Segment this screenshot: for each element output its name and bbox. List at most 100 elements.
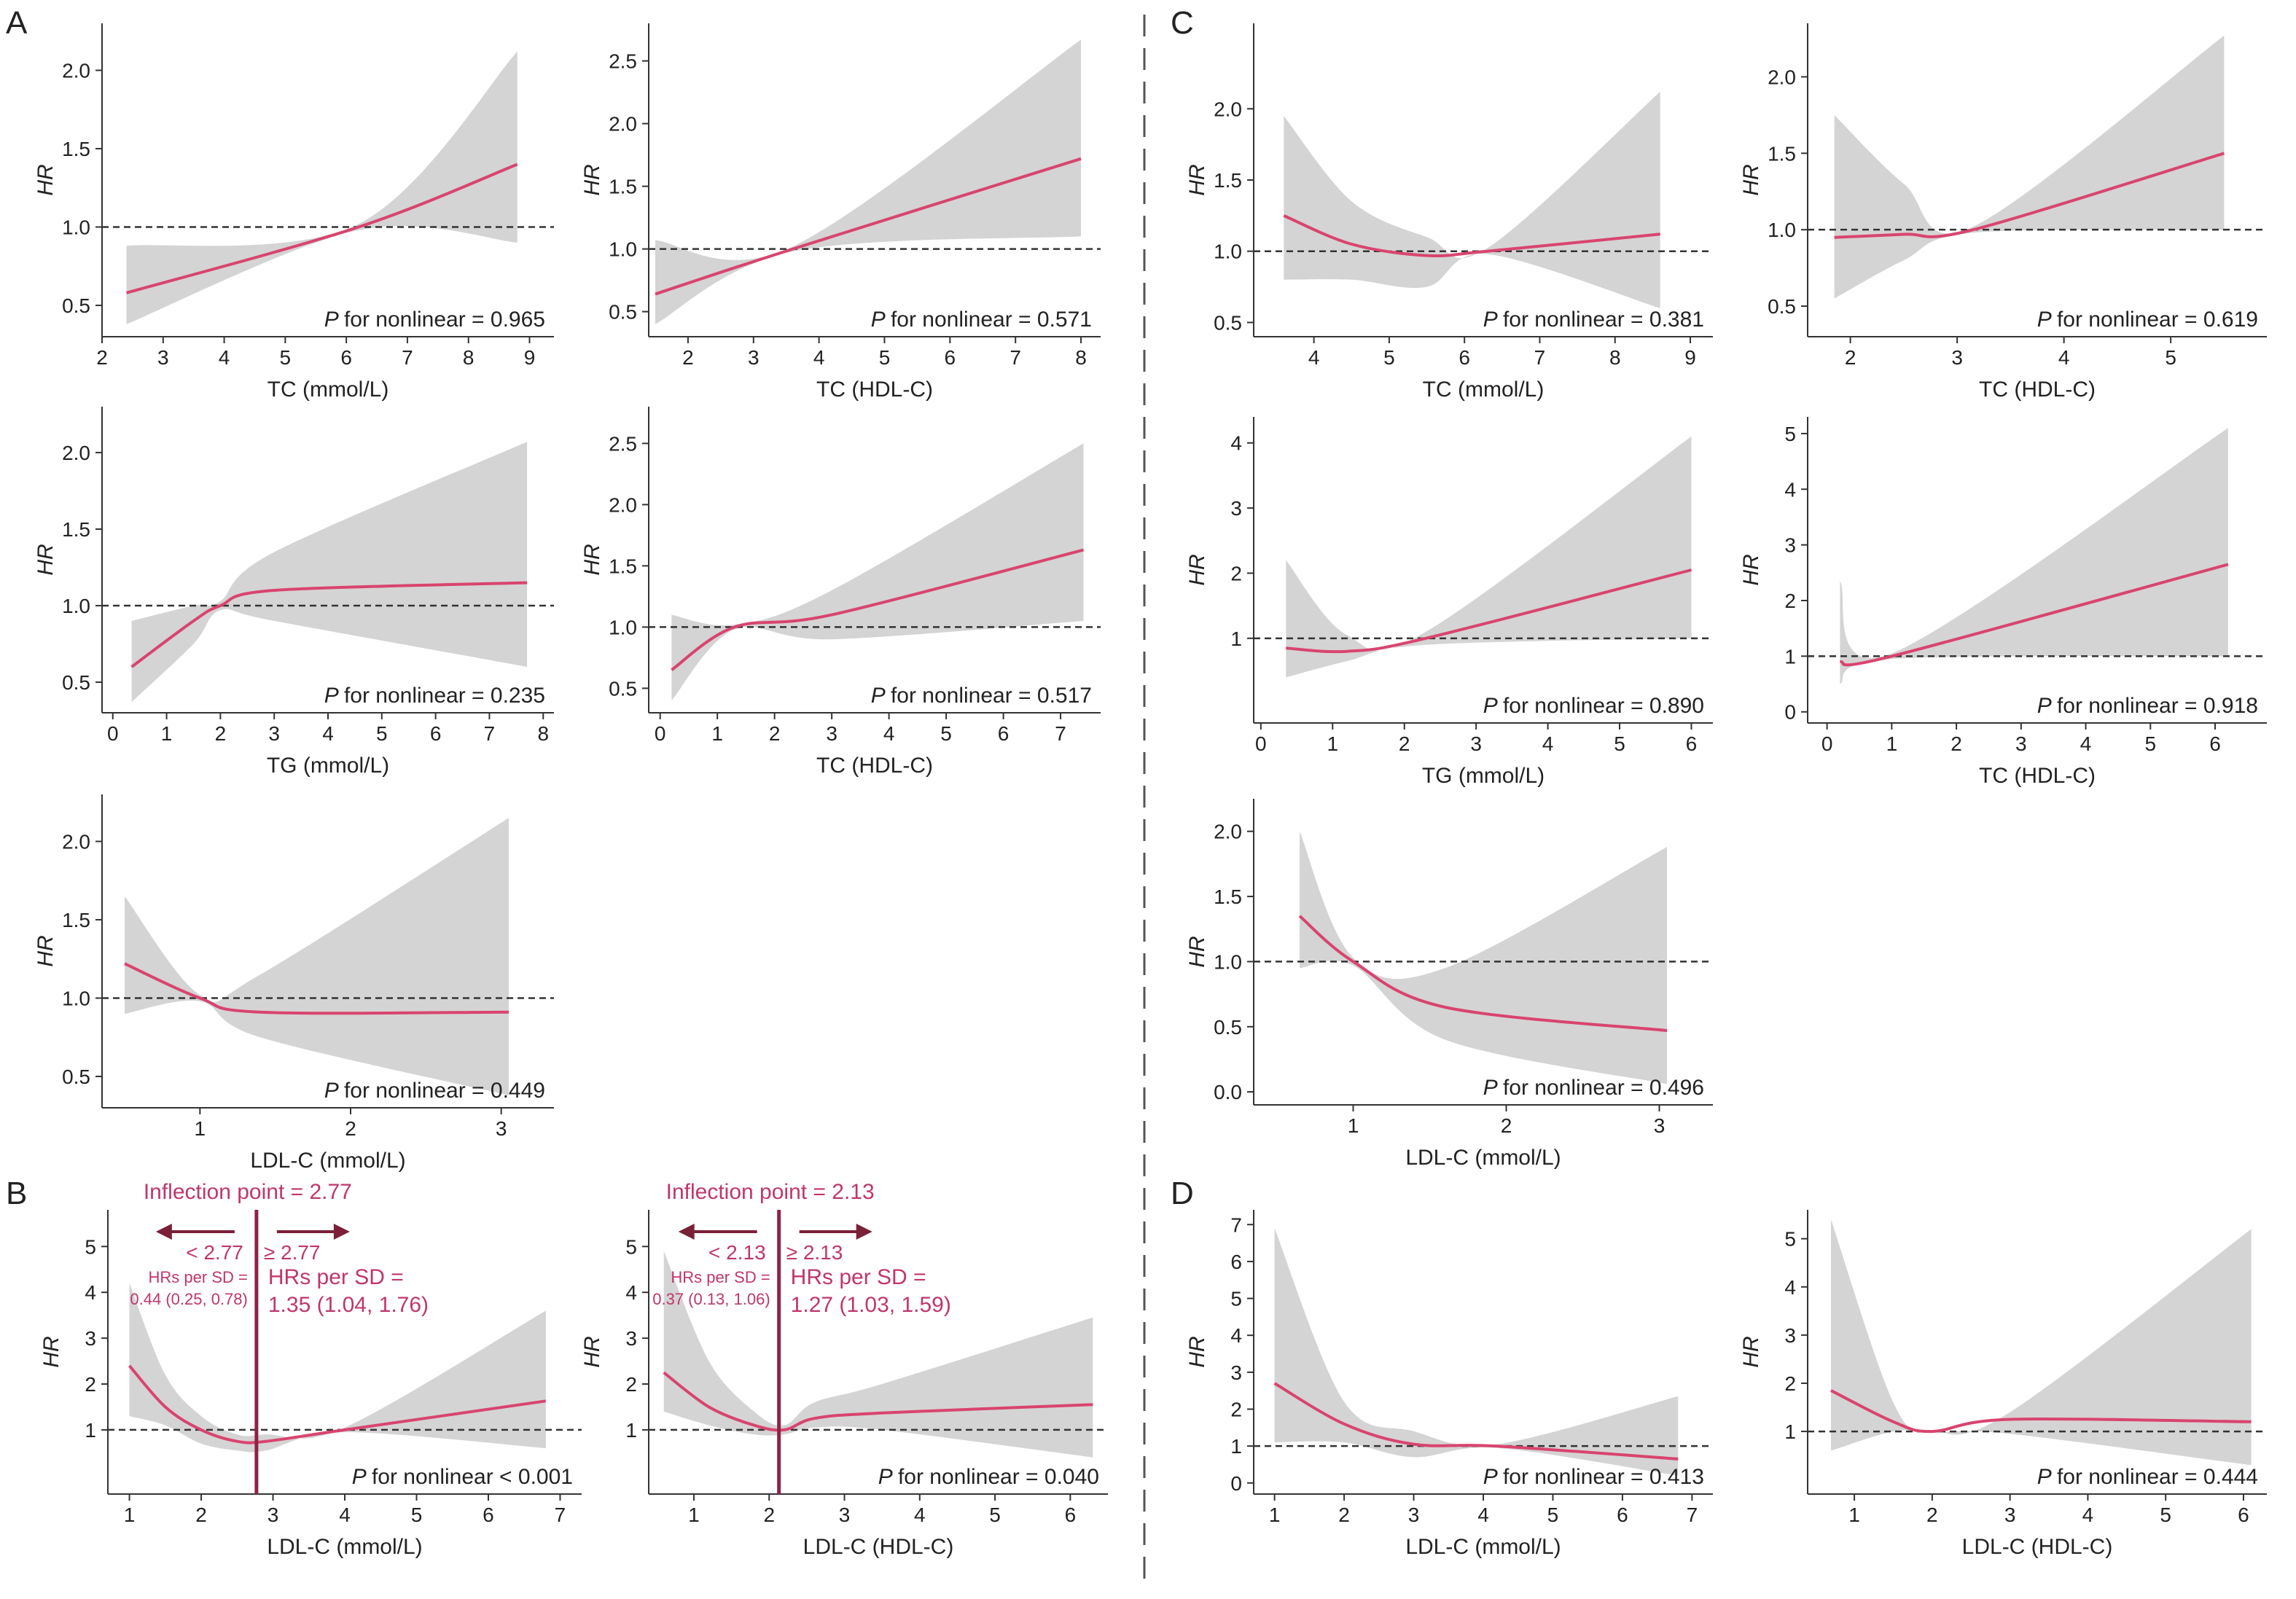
y-tick-label: 1.5 xyxy=(1214,885,1242,908)
hr-curve xyxy=(128,1364,547,1444)
left-hr-value: 0.44 (0.25, 0.78) xyxy=(130,1290,247,1308)
y-tick-label: 1 xyxy=(1784,1420,1796,1443)
x-tick-label: 1 xyxy=(711,722,723,745)
right-range-label: ≥ 2.13 xyxy=(786,1241,843,1264)
x-tick-label: 1 xyxy=(1848,1504,1860,1526)
x-tick-label: 4 xyxy=(813,346,825,369)
chart-11: 0 1 2 3 4 5 6 0 1 2 3 4 5 TC (HDL-C) HR P for nonlinear… xyxy=(1739,417,2267,788)
x-tick-label: 2 xyxy=(195,1504,207,1526)
x-tick-label: 4 xyxy=(1308,346,1320,369)
x-tick-label: 2 xyxy=(763,1504,775,1526)
y-tick-label: 5 xyxy=(1230,1288,1242,1310)
left-hr-label: HRs per SD = xyxy=(149,1268,248,1286)
p-nonlinear-value: for nonlinear = 0.235 xyxy=(344,684,545,708)
x-tick-label: 8 xyxy=(537,722,549,745)
y-tick-label: 0.5 xyxy=(1768,295,1796,318)
x-tick-label: 5 xyxy=(940,722,952,745)
y-tick-label: 1.5 xyxy=(609,176,637,198)
y-axis-title: HR xyxy=(34,935,58,966)
y-axis-title: HR xyxy=(580,1336,604,1367)
right-hr-label: HRs per SD = xyxy=(791,1265,926,1289)
p-nonlinear-value: for nonlinear = 0.040 xyxy=(898,1465,1099,1489)
y-tick-label: 4 xyxy=(1230,432,1242,455)
p-symbol: P xyxy=(1483,1076,1503,1100)
confidence-band xyxy=(125,818,509,1095)
y-tick-label: 1.0 xyxy=(1214,241,1242,263)
y-tick-label: 2.0 xyxy=(609,113,637,136)
y-tick-label: 2.0 xyxy=(62,60,90,82)
confidence-band xyxy=(1831,1219,2252,1466)
p-nonlinear-value: for nonlinear = 0.449 xyxy=(344,1079,545,1103)
p-nonlinear-value: for nonlinear = 0.890 xyxy=(1503,694,1704,718)
y-tick-label: 1 xyxy=(85,1419,96,1442)
panel-letter-c: C xyxy=(1171,5,1194,41)
p-symbol: P xyxy=(324,1079,344,1103)
y-tick-label: 1 xyxy=(1784,645,1796,668)
y-tick-label: 1 xyxy=(1230,1435,1242,1458)
x-tick-label: 6 xyxy=(1459,346,1470,369)
hr-curve xyxy=(1298,915,1668,1033)
x-tick-label: 2 xyxy=(345,1117,356,1140)
x-tick-label: 5 xyxy=(1547,1504,1559,1526)
confidence-band xyxy=(129,1283,546,1453)
p-nonlinear-label: P for nonlinear = 0.040 xyxy=(878,1465,1099,1489)
x-tick-label: 3 xyxy=(839,1504,851,1526)
x-axis-title: LDL-C (mmol/L) xyxy=(250,1149,405,1173)
y-tick-label: 2 xyxy=(1230,562,1242,585)
y-tick-label: 0 xyxy=(1230,1472,1242,1495)
x-tick-label: 3 xyxy=(2015,732,2027,755)
confidence-band xyxy=(1284,91,1660,308)
chart-10: 0 1 2 3 4 5 6 1 2 3 4 TG (mmol/L) HR P for nonlinear … xyxy=(1185,417,1713,788)
x-tick-label: 5 xyxy=(1383,346,1395,369)
hr-curve xyxy=(1283,214,1660,258)
p-symbol: P xyxy=(871,684,891,708)
x-axis-title: TC (mmol/L) xyxy=(268,378,389,402)
confidence-band xyxy=(1840,428,2228,684)
x-tick-label: 3 xyxy=(268,722,280,745)
y-tick-label: 1 xyxy=(625,1419,637,1442)
right-hr-value: 1.35 (1.04, 1.76) xyxy=(268,1293,429,1317)
x-tick-label: 3 xyxy=(2004,1504,2016,1526)
p-nonlinear-label: P for nonlinear = 0.496 xyxy=(1483,1076,1704,1100)
x-tick-label: 6 xyxy=(1686,732,1698,755)
x-tick-label: 4 xyxy=(339,1504,351,1526)
y-axis-title: HR xyxy=(1185,164,1209,195)
p-nonlinear-value: for nonlinear = 0.918 xyxy=(2057,694,2258,718)
y-tick-label: 5 xyxy=(85,1235,96,1258)
hr-curve xyxy=(1840,563,2229,667)
y-tick-label: 1.0 xyxy=(1768,219,1796,241)
y-tick-label: 2 xyxy=(1230,1399,1242,1421)
y-tick-label: 4 xyxy=(625,1281,637,1304)
y-axis-title: HR xyxy=(1739,164,1763,195)
chart-12: 1 2 3 0.0 0.5 1.0 1.5 2.0 LDL-C (mmol/L) HR P for … xyxy=(1185,799,1713,1170)
y-axis-title: HR xyxy=(34,544,58,575)
x-tick-label: 3 xyxy=(157,346,169,369)
x-tick-label: 3 xyxy=(1951,346,1963,369)
y-tick-label: 2 xyxy=(85,1373,96,1396)
x-tick-label: 1 xyxy=(1327,732,1338,755)
x-axis-title: TG (mmol/L) xyxy=(1422,764,1545,788)
y-tick-label: 1 xyxy=(1230,628,1242,650)
confidence-band xyxy=(671,443,1084,701)
y-tick-label: 1.5 xyxy=(62,909,90,931)
chart-9: 2 3 4 5 0.5 1.0 1.5 2.0 TC (HDL-C) HR P for nonlin… xyxy=(1739,23,2267,402)
confidence-band xyxy=(1834,35,2225,299)
y-tick-label: 2.0 xyxy=(62,442,90,464)
y-tick-label: 0.5 xyxy=(1214,1016,1242,1039)
y-tick-label: 0.5 xyxy=(1214,311,1242,334)
y-tick-label: 7 xyxy=(1230,1213,1242,1236)
hr-curve xyxy=(655,157,1082,296)
x-tick-label: 2 xyxy=(682,346,694,369)
x-tick-label: 0 xyxy=(1255,732,1267,755)
x-axis-title: LDL-C (mmol/L) xyxy=(1405,1535,1561,1559)
y-tick-label: 4 xyxy=(85,1281,96,1304)
x-tick-label: 3 xyxy=(748,346,760,369)
x-axis-title: TC (mmol/L) xyxy=(1423,378,1545,402)
p-nonlinear-label: P for nonlinear = 0.381 xyxy=(1483,308,1704,332)
chart-4: 0 1 2 3 4 5 6 7 0.5 1.0 1.5 2.0 2.5 TC (HDL-C) HR P for… xyxy=(580,407,1101,778)
x-tick-label: 3 xyxy=(496,1117,507,1140)
x-tick-label: 5 xyxy=(879,346,891,369)
y-tick-label: 0.5 xyxy=(609,301,637,324)
x-tick-label: 7 xyxy=(1534,346,1546,369)
x-tick-label: 4 xyxy=(322,722,334,745)
